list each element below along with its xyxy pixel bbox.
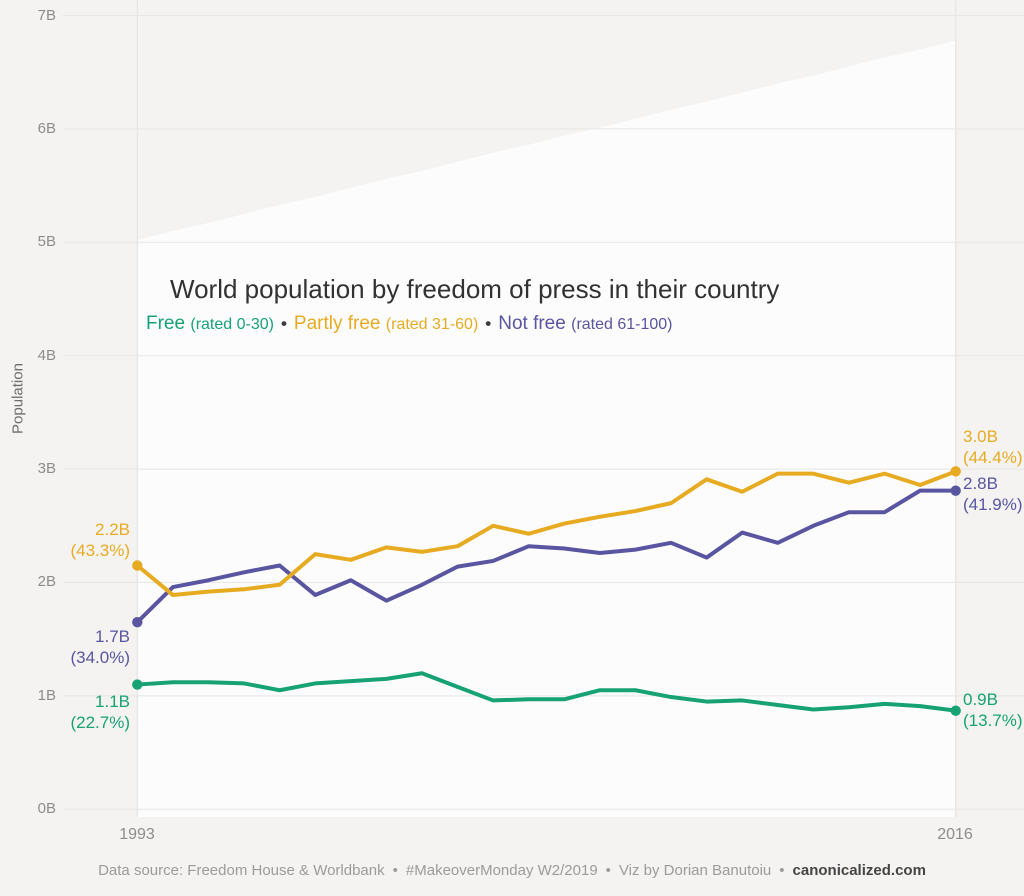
footer-separator: • xyxy=(392,862,398,879)
label-partly-free-1993: 2.2B (43.3%) xyxy=(0,519,130,561)
y-axis-title: Population xyxy=(9,363,27,434)
label-pct: (43.3%) xyxy=(70,541,130,560)
end-dot-partly_free xyxy=(950,466,961,477)
series-line-partly_free xyxy=(135,469,958,597)
footer-makeovermonday: #MakeoverMonday W2/2019 xyxy=(405,862,598,879)
ytick-1B: 1B xyxy=(37,687,56,704)
legend-separator: • xyxy=(280,314,287,333)
end-dot-not_free xyxy=(950,485,961,496)
label-not-free-1993: 1.7B (34.0%) xyxy=(0,626,130,668)
end-dot-free xyxy=(950,705,961,716)
label-value: 0.9B xyxy=(963,690,998,709)
label-pct: (41.9%) xyxy=(963,495,1023,514)
chart-title: World population by freedom of press in … xyxy=(170,274,780,304)
ytick-2B: 2B xyxy=(37,573,56,590)
label-free-2016: 0.9B (13.7%) xyxy=(963,689,1024,731)
ytick-4B: 4B xyxy=(37,347,56,364)
label-value: 2.2B xyxy=(95,520,130,539)
footer-credits: Data source: Freedom House & Worldbank • #… xyxy=(0,862,1024,879)
start-dot-partly_free xyxy=(132,560,143,571)
label-value: 1.7B xyxy=(95,627,130,646)
legend: Free (rated 0-30) • Partly free (rated 31-… xyxy=(146,313,673,335)
xtick-1993: 1993 xyxy=(119,826,155,843)
label-not-free-2016: 2.8B (41.9%) xyxy=(963,473,1024,515)
footer-separator: • xyxy=(779,862,785,879)
footer-viz-author: Viz by Dorian Banutoiu xyxy=(618,862,772,879)
series-line-not_free xyxy=(135,488,958,625)
ytick-7B: 7B xyxy=(37,7,56,24)
legend-item-free: Free (rated 0-30) xyxy=(146,313,274,334)
ytick-3B: 3B xyxy=(37,460,56,477)
label-free-1993: 1.1B (22.7%) xyxy=(0,691,130,733)
label-pct: (22.7%) xyxy=(70,713,130,732)
label-value: 1.1B xyxy=(95,692,130,711)
label-value: 3.0B xyxy=(963,427,998,446)
label-partly-free-2016: 3.0B (44.4%) xyxy=(963,426,1024,468)
label-pct: (44.4%) xyxy=(963,448,1023,467)
legend-item-partly-free: Partly free (rated 31-60) xyxy=(293,313,479,334)
ytick-0B: 0B xyxy=(37,800,56,817)
footer-site-link[interactable]: canonicalized.com xyxy=(792,862,926,879)
ytick-5B: 5B xyxy=(37,233,56,250)
label-pct: (13.7%) xyxy=(963,711,1023,730)
total-population-area xyxy=(137,40,956,818)
xtick-2016: 2016 xyxy=(937,826,973,843)
legend-separator: • xyxy=(485,314,492,333)
label-value: 2.8B xyxy=(963,474,998,493)
start-dot-free xyxy=(132,679,143,690)
footer-data-source: Data source: Freedom House & Worldbank xyxy=(98,862,385,879)
ytick-6B: 6B xyxy=(37,120,56,137)
label-pct: (34.0%) xyxy=(70,648,130,667)
series-line-free xyxy=(135,671,958,713)
start-dot-not_free xyxy=(132,616,143,628)
footer-separator: • xyxy=(605,862,611,879)
legend-item-not-free: Not free (rated 61-100) xyxy=(498,313,673,334)
